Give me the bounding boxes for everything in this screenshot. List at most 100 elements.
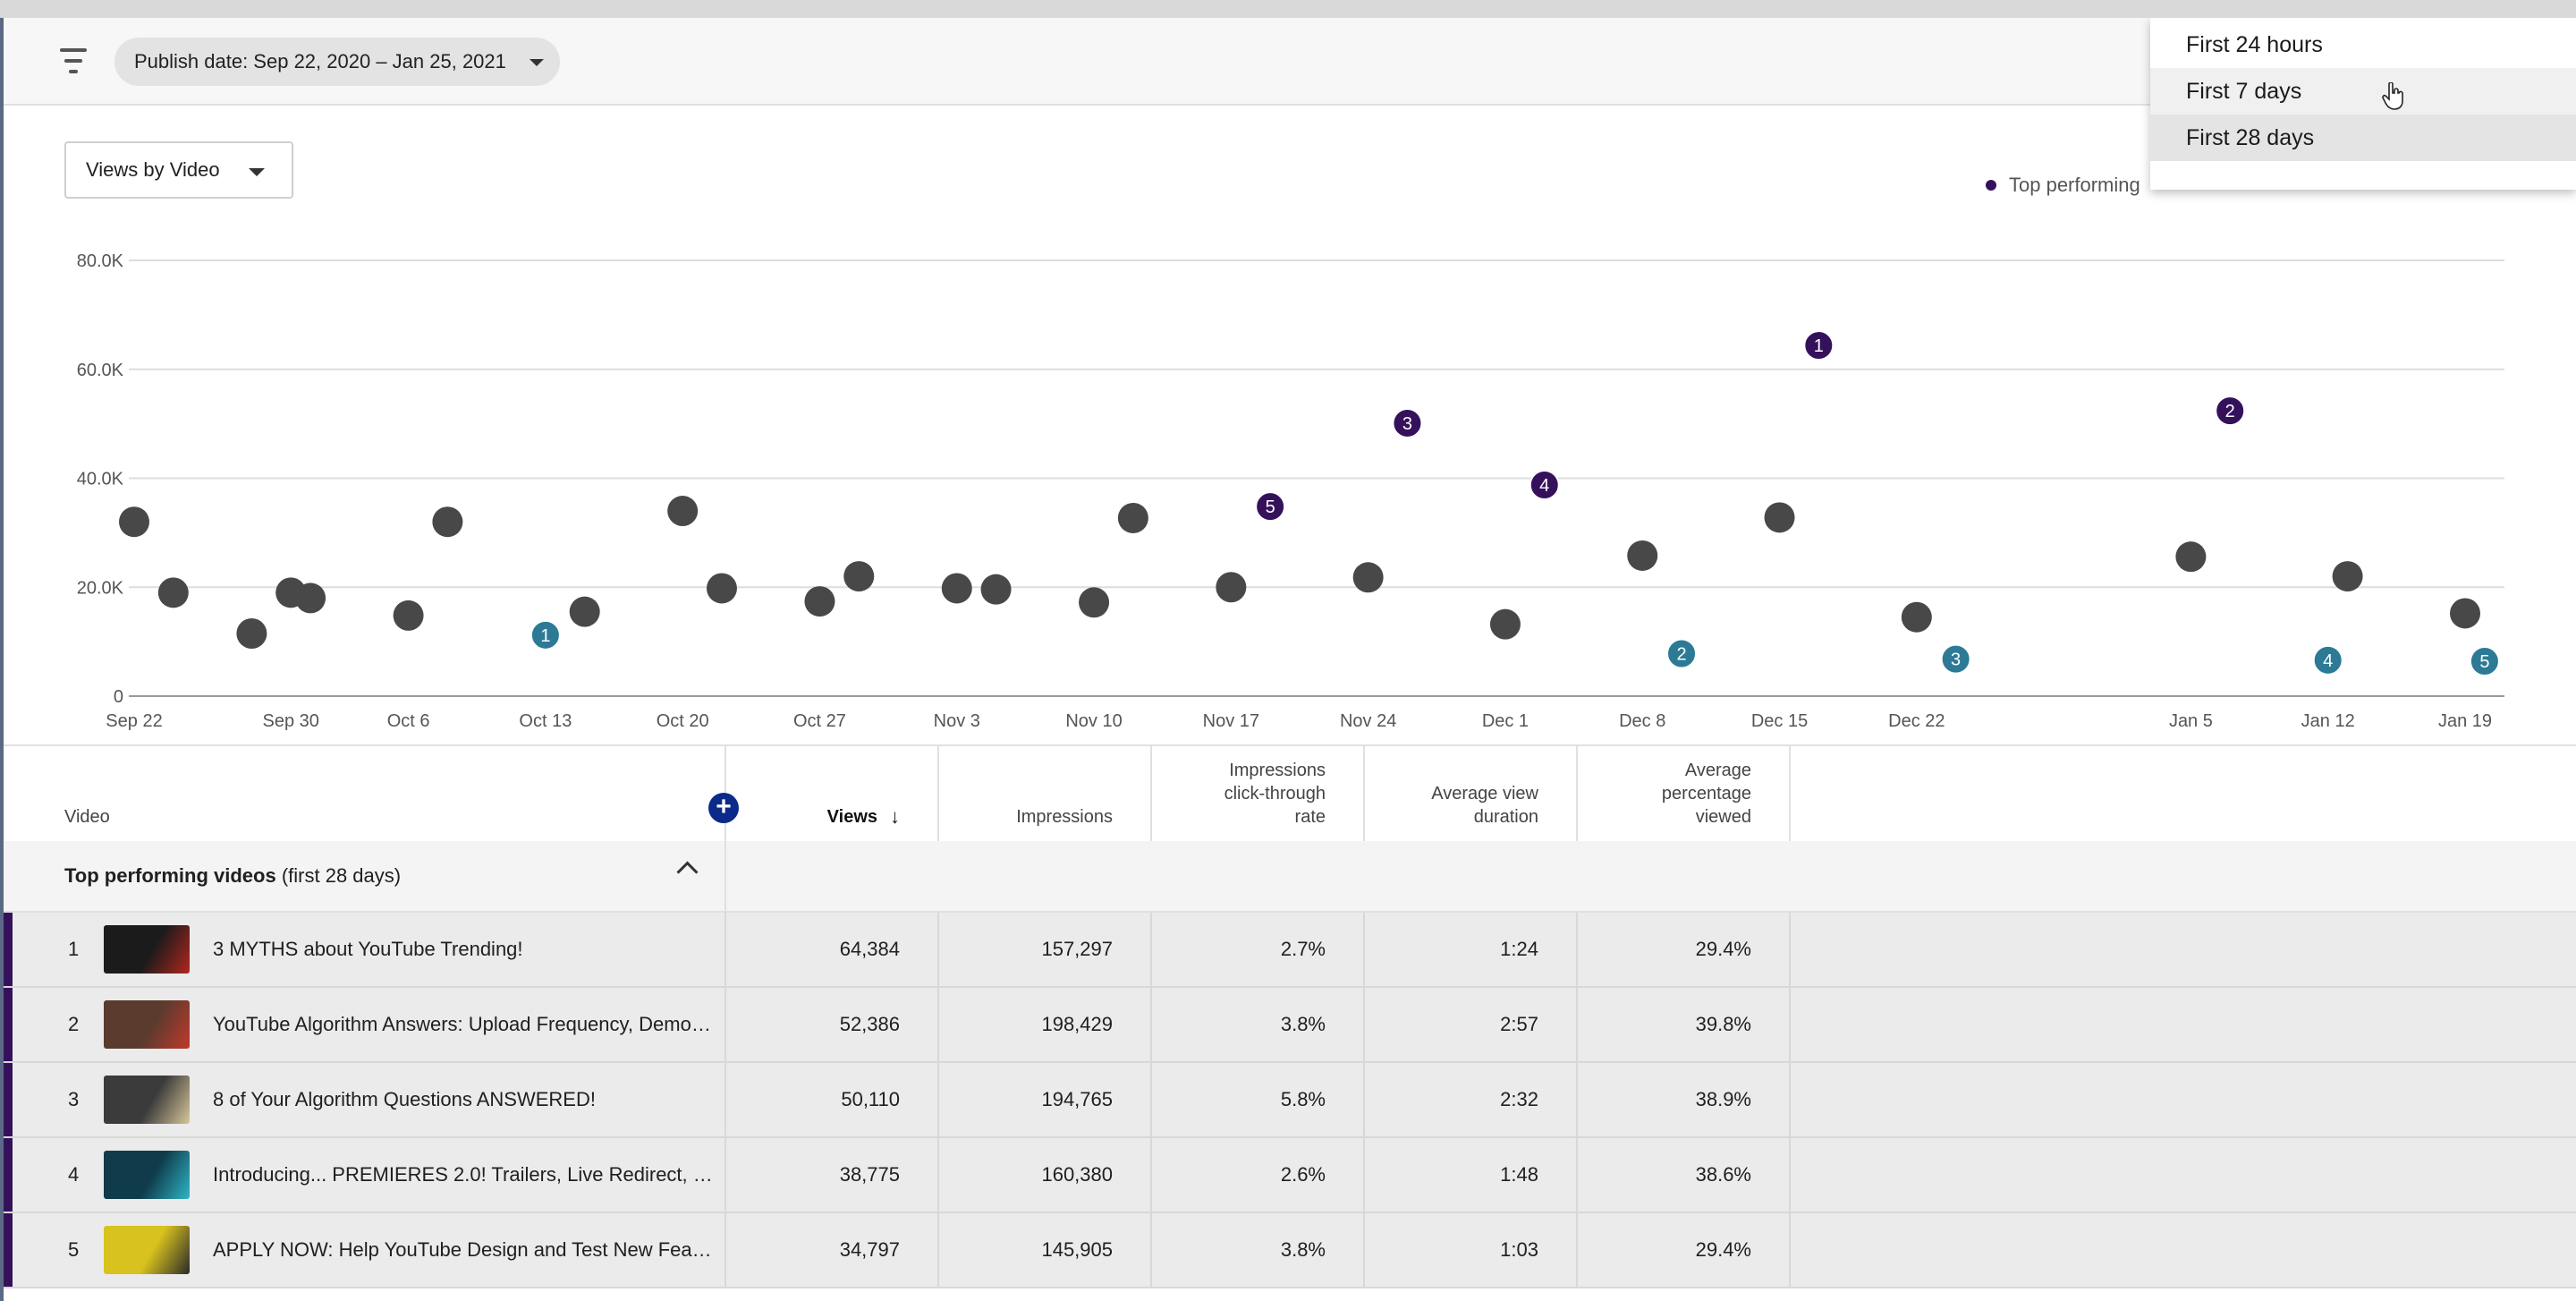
- x-tick-label: Oct 27: [793, 711, 846, 731]
- data-point: [2332, 561, 2363, 592]
- x-tick-label: Dec 22: [1888, 711, 1945, 731]
- data-point: [2450, 598, 2480, 629]
- row-accent: [4, 1138, 13, 1212]
- x-tick-label: Jan 19: [2438, 711, 2492, 731]
- y-tick-label: 80.0K: [77, 251, 124, 271]
- row-accent: [4, 1063, 13, 1136]
- group-label: Top performing videos (first 28 days): [64, 864, 401, 888]
- data-point: [157, 577, 189, 608]
- apv-header-line1: Average: [1684, 761, 1751, 780]
- row-accent: [4, 988, 13, 1061]
- table-row[interactable]: 5 APPLY NOW: Help YouTube Design and Test…: [4, 1213, 2576, 1288]
- data-point: [1764, 502, 1795, 533]
- apv-cell: 29.4%: [1578, 1213, 1791, 1287]
- video-title-link[interactable]: 8 of Your Algorithm Questions ANSWERED!: [213, 1088, 596, 1110]
- point-rank-label: 4: [1539, 476, 1549, 496]
- views-by-video-select[interactable]: Views by Video: [64, 141, 293, 199]
- point-rank-label: 4: [2323, 651, 2333, 671]
- video-title-link[interactable]: YouTube Algorithm Answers: Upload Freque…: [213, 1013, 714, 1035]
- x-tick-label: Oct 6: [387, 711, 430, 731]
- views-column-header[interactable]: Views ↓: [726, 746, 939, 841]
- video-title-link[interactable]: 3 MYTHS about YouTube Trending!: [213, 938, 523, 960]
- apv-cell: 38.6%: [1578, 1138, 1791, 1212]
- publish-date-chip[interactable]: Publish date: Sep 22, 2020 – Jan 25, 202…: [114, 38, 560, 86]
- video-title-link[interactable]: Introducing... PREMIERES 2.0! Trailers, …: [213, 1163, 714, 1186]
- ctr-column-header[interactable]: Impressions click-through rate: [1152, 746, 1365, 841]
- impressions-cell: 198,429: [939, 988, 1152, 1061]
- ranked-point: [1666, 638, 1698, 669]
- x-tick-label: Oct 20: [657, 711, 709, 731]
- point-rank-label: 1: [1814, 336, 1824, 356]
- menu-item-2[interactable]: First 7 days: [2150, 68, 2576, 115]
- video-thumbnail[interactable]: [104, 1076, 190, 1124]
- data-point: [295, 582, 326, 614]
- column-divider: [724, 913, 726, 986]
- x-tick-label: Sep 30: [262, 711, 318, 731]
- time-range-menu: First 24 hours First 7 days First 28 days: [2150, 18, 2576, 190]
- data-point: [667, 496, 699, 527]
- chevron-up-icon[interactable]: [676, 861, 699, 883]
- column-divider: [724, 841, 726, 911]
- hand-cursor-icon: [2382, 82, 2403, 110]
- y-tick-label: 0: [114, 687, 123, 707]
- ctr-header-line3: rate: [1294, 807, 1326, 827]
- legend-label: Top performing: [2009, 174, 2140, 196]
- top-performing-point: [1803, 330, 1835, 361]
- column-divider: [724, 1138, 726, 1212]
- table-header: Video + Views ↓ Impressions Impressions …: [4, 744, 2576, 843]
- avd-column-header[interactable]: Average view duration: [1365, 746, 1578, 841]
- avd-cell: 1:48: [1365, 1138, 1578, 1212]
- table-row[interactable]: 1 3 MYTHS about YouTube Trending! 64,384 15…: [4, 913, 2576, 988]
- data-point: [432, 506, 463, 538]
- table-row[interactable]: 2 YouTube Algorithm Answers: Upload Frequ…: [4, 988, 2576, 1063]
- x-tick-label: Dec 1: [1482, 711, 1529, 731]
- impressions-column-header[interactable]: Impressions: [939, 746, 1152, 841]
- apv-column-header[interactable]: Average percentage viewed: [1578, 746, 1791, 841]
- apv-cell: 29.4%: [1578, 913, 1791, 986]
- menu-item-3[interactable]: First 28 days: [2150, 115, 2576, 161]
- table-row[interactable]: 3 8 of Your Algorithm Questions ANSWERED!…: [4, 1063, 2576, 1138]
- filter-list-icon[interactable]: [55, 48, 91, 75]
- ctr-cell: 2.7%: [1152, 913, 1365, 986]
- impressions-cell: 160,380: [939, 1138, 1152, 1212]
- data-point: [393, 599, 424, 631]
- video-thumbnail[interactable]: [104, 925, 190, 974]
- x-tick-label: Dec 8: [1619, 711, 1665, 731]
- data-point: [980, 574, 1012, 605]
- ctr-header-line1: Impressions: [1229, 761, 1326, 780]
- video-thumbnail[interactable]: [104, 1151, 190, 1199]
- video-column-header: Video +: [4, 746, 739, 841]
- apv-cell: 38.9%: [1578, 1063, 1791, 1136]
- analytics-page: Publish date: Sep 22, 2020 – Jan 25, 202…: [4, 18, 2576, 1301]
- views-cell: 38,775: [726, 1138, 939, 1212]
- data-point: [1079, 587, 1110, 618]
- ranked-point: [1940, 643, 1971, 675]
- row-accent: [4, 913, 13, 986]
- top-performing-point: [1255, 491, 1286, 523]
- legend-dot-icon: [1986, 180, 1996, 191]
- ctr-cell: 5.8%: [1152, 1063, 1365, 1136]
- table-row[interactable]: 4 Introducing... PREMIERES 2.0! Trailers,…: [4, 1138, 2576, 1213]
- video-thumbnail[interactable]: [104, 1000, 190, 1049]
- data-point: [1117, 502, 1148, 533]
- dropdown-caret-icon: [529, 59, 544, 66]
- menu-item-1[interactable]: First 24 hours: [2186, 31, 2323, 57]
- apv-header-line3: viewed: [1695, 807, 1751, 827]
- row-rank: 3: [68, 1088, 80, 1110]
- x-tick-label: Nov 24: [1340, 711, 1396, 731]
- row-accent: [4, 1213, 13, 1287]
- views-cell: 64,384: [726, 913, 939, 986]
- video-title-link[interactable]: APPLY NOW: Help YouTube Design and Test …: [213, 1238, 714, 1261]
- x-tick-label: Oct 13: [519, 711, 572, 731]
- window-left-edge: [0, 18, 4, 1301]
- top-performing-point: [2215, 395, 2246, 427]
- video-thumbnail[interactable]: [104, 1226, 190, 1274]
- views-cell: 34,797: [726, 1213, 939, 1287]
- ranked-point: [2469, 646, 2500, 677]
- row-rank: 4: [68, 1163, 80, 1186]
- data-point: [804, 586, 835, 617]
- row-rank: 1: [68, 938, 80, 960]
- data-point: [1352, 562, 1384, 593]
- top-performing-point: [1392, 407, 1423, 438]
- add-metric-button[interactable]: +: [708, 793, 739, 823]
